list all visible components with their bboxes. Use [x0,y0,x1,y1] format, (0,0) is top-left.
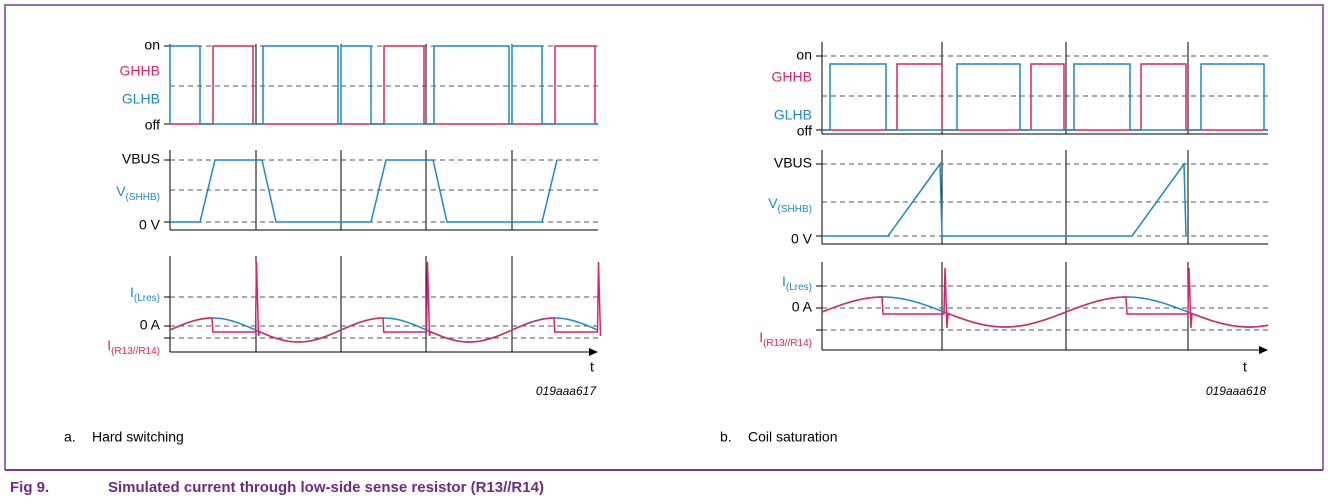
label-base: V [116,183,126,199]
label-base: V [768,195,778,211]
ir13-wave [821,267,1269,329]
label: V(SHHB) [768,195,812,215]
label-sub: (SHHB) [778,204,812,215]
axis-arrow [589,348,598,356]
label: I(R13//R14) [759,329,812,349]
glhb-wave [822,63,1268,131]
sub-caption: Hard switching [92,429,184,445]
sub-letter: a. [64,429,76,445]
figure-code: 019aaa618 [1206,384,1266,398]
label: GLHB [774,107,812,123]
label: off [797,123,812,139]
label: VBUS [774,155,812,171]
sub-letter: b. [720,429,732,445]
label-base: I [130,284,134,300]
label: V(SHHB) [116,183,160,203]
label-sub: (R13//R14) [111,346,160,357]
label: 0 A [140,317,161,333]
label-base: I [782,273,786,289]
axis-arrow [1259,346,1268,354]
caption-text: Simulated current through low-side sense… [108,479,544,496]
caption-number: Fig 9. [10,479,49,496]
label: off [145,117,160,133]
label-base: I [107,337,111,353]
label-sub: (SHHB) [126,192,160,203]
label-sub: (Lres) [134,293,160,304]
label: GHHB [772,69,812,85]
label: 0 V [139,217,161,233]
ghhb-wave [170,45,598,125]
label-base: I [759,329,763,345]
label: VBUS [122,151,160,167]
ghhb-wave [822,63,1268,131]
label: on [796,47,812,63]
label: on [144,37,160,53]
ilres-wave [821,296,1269,328]
label: GHHB [120,63,160,79]
label: I(Lres) [130,284,160,304]
sub-caption: Coil saturation [748,429,838,445]
ir13-wave [169,261,602,343]
label-sub: (Lres) [786,282,812,293]
vshhb-wave [822,161,1187,237]
label: GLHB [122,91,160,107]
label: t [1243,359,1247,375]
figure-code: 019aaa617 [536,384,597,398]
label: t [590,359,594,375]
label: 0 A [792,299,813,315]
label: I(Lres) [782,273,812,293]
vshhb-wave [170,159,558,223]
label: I(R13//R14) [107,337,160,357]
label: 0 V [791,231,813,247]
glhb-wave [169,45,598,125]
label-sub: (R13//R14) [763,338,812,349]
frame [4,4,1324,470]
